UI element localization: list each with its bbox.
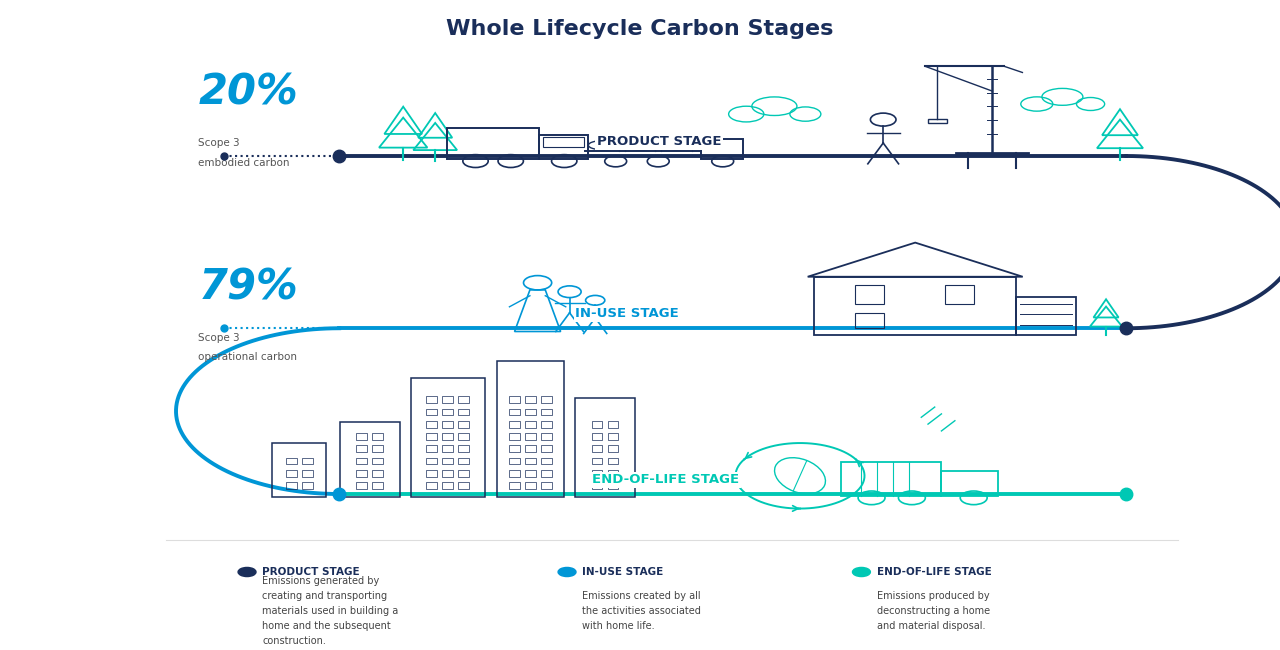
Text: END-OF-LIFE STAGE: END-OF-LIFE STAGE <box>877 567 992 577</box>
Text: Whole Lifecycle Carbon Stages: Whole Lifecycle Carbon Stages <box>447 20 833 39</box>
Text: IN-USE STAGE: IN-USE STAGE <box>575 307 680 320</box>
Circle shape <box>852 567 870 577</box>
Text: 79%: 79% <box>198 266 298 309</box>
Text: 20%: 20% <box>198 72 298 114</box>
Text: IN-USE STAGE: IN-USE STAGE <box>582 567 663 577</box>
Text: Scope 3: Scope 3 <box>198 138 241 148</box>
Text: Emissions created by all
the activities associated
with home life.: Emissions created by all the activities … <box>582 592 701 630</box>
Circle shape <box>558 567 576 577</box>
Text: operational carbon: operational carbon <box>198 352 297 363</box>
Text: embodied carbon: embodied carbon <box>198 157 289 168</box>
Text: PRODUCT STAGE: PRODUCT STAGE <box>596 135 722 148</box>
Text: Emissions produced by
deconstructing a home
and material disposal.: Emissions produced by deconstructing a h… <box>877 592 989 630</box>
Text: Emissions generated by
creating and transporting
materials used in building a
ho: Emissions generated by creating and tran… <box>262 577 398 645</box>
Text: PRODUCT STAGE: PRODUCT STAGE <box>262 567 360 577</box>
Text: Scope 3: Scope 3 <box>198 333 241 343</box>
Circle shape <box>238 567 256 577</box>
Text: END-OF-LIFE STAGE: END-OF-LIFE STAGE <box>593 473 739 486</box>
